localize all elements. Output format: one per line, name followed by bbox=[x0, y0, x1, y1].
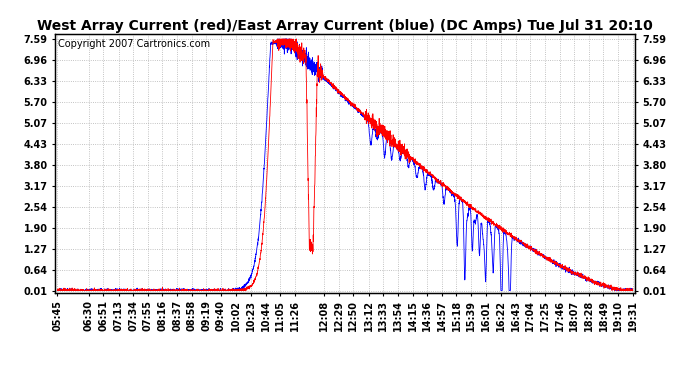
Title: West Array Current (red)/East Array Current (blue) (DC Amps) Tue Jul 31 20:10: West Array Current (red)/East Array Curr… bbox=[37, 19, 653, 33]
Text: Copyright 2007 Cartronics.com: Copyright 2007 Cartronics.com bbox=[58, 39, 210, 49]
